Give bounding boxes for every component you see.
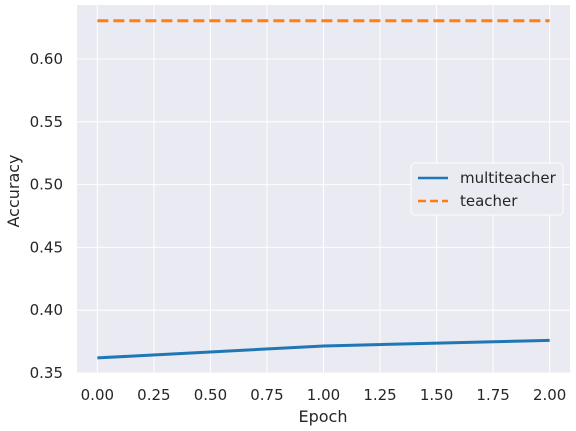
x-tick-label: 2.00 bbox=[533, 386, 566, 404]
series-line-multiteacher bbox=[97, 338, 550, 360]
x-tick-label: 0.00 bbox=[81, 386, 114, 404]
series-lines bbox=[97, 19, 550, 360]
y-tick-label: 0.35 bbox=[30, 364, 63, 382]
y-tick-label: 0.60 bbox=[30, 50, 63, 68]
y-tick-label: 0.40 bbox=[30, 301, 63, 319]
y-tick-label: 0.55 bbox=[30, 113, 63, 131]
legend-box bbox=[410, 162, 564, 216]
legend-label-teacher: teacher bbox=[460, 192, 518, 210]
y-tick-label: 0.45 bbox=[30, 238, 63, 256]
x-tick-label: 1.50 bbox=[420, 386, 453, 404]
x-tick-labels: 0.00 0.25 0.50 0.75 1.00 1.25 1.50 1.75 2.00 bbox=[81, 386, 567, 404]
x-tick-label: 1.25 bbox=[363, 386, 396, 404]
x-tick-label: 0.75 bbox=[250, 386, 283, 404]
y-tick-labels: 0.35 0.40 0.45 0.50 0.55 0.60 bbox=[30, 50, 63, 382]
x-tick-label: 1.75 bbox=[476, 386, 509, 404]
x-tick-label: 1.00 bbox=[307, 386, 340, 404]
x-tick-label: 0.25 bbox=[137, 386, 170, 404]
legend-label-multiteacher: multiteacher bbox=[460, 169, 557, 187]
y-tick-label: 0.50 bbox=[30, 176, 63, 194]
x-axis-label: Epoch bbox=[299, 407, 348, 426]
y-axis-label: Accuracy bbox=[4, 154, 23, 227]
legend: multiteacher teacher bbox=[410, 162, 564, 216]
grid-lines bbox=[77, 5, 570, 374]
x-tick-label: 0.50 bbox=[194, 386, 227, 404]
